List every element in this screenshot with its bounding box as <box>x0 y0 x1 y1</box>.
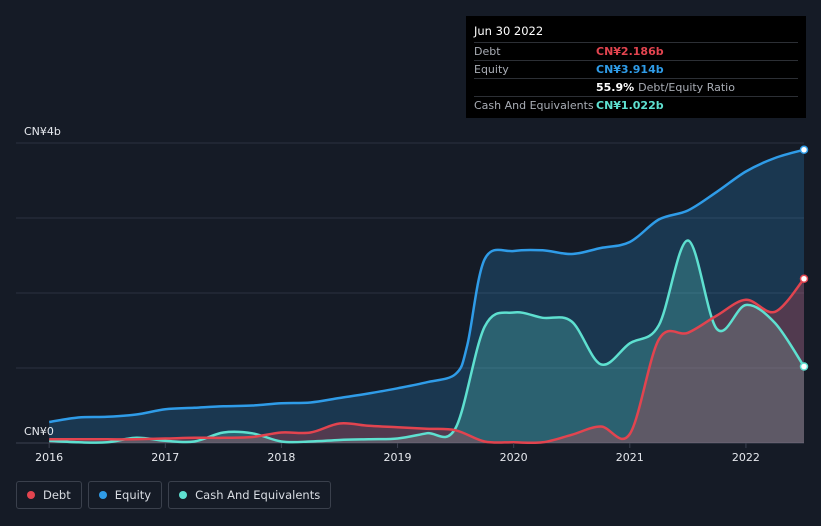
debt-line <box>49 277 805 445</box>
tooltip-row-debt: Debt CN¥2.186b <box>474 42 798 60</box>
cash-and-equivalents-line <box>49 239 806 444</box>
legend-label: Debt <box>43 488 71 502</box>
legend-item-equity[interactable]: Equity <box>87 481 163 509</box>
cash-and-equivalents-area <box>49 240 804 443</box>
tooltip-value: CN¥1.022b <box>596 99 664 112</box>
series-lines <box>49 148 806 445</box>
tooltip-value: 55.9% <box>596 81 635 94</box>
x-tick-label: 2016 <box>35 451 63 464</box>
y-axis-top-label: CN¥4b <box>24 125 61 138</box>
legend: Debt Equity Cash And Equivalents <box>16 481 332 511</box>
tooltip-value: CN¥3.914b <box>596 63 664 76</box>
tooltip-label: Equity <box>474 63 509 76</box>
tooltip-ratio-label: Debt/Equity Ratio <box>638 81 735 94</box>
debt-endpoint <box>799 274 809 283</box>
legend-label: Cash And Equivalents <box>195 488 321 502</box>
debt-area <box>49 278 804 443</box>
x-axis-ticks: 2016 2017 2018 2019 2020 2021 2022 <box>35 443 760 464</box>
legend-dot-icon <box>179 491 188 499</box>
legend-item-debt[interactable]: Debt <box>16 481 82 509</box>
legend-dot-icon <box>27 491 35 499</box>
x-tick-label: 2019 <box>384 451 412 464</box>
cash-and-equivalents-endpoint <box>799 362 809 371</box>
series-endpoints <box>799 145 809 371</box>
equity-endpoint <box>799 145 809 154</box>
x-tick-label: 2022 <box>732 451 760 464</box>
x-tick-label: 2021 <box>616 451 644 464</box>
legend-item-cash[interactable]: Cash And Equivalents <box>168 481 332 509</box>
grid-lines <box>16 142 804 444</box>
x-tick-label: 2020 <box>500 451 528 464</box>
equity-line <box>49 148 805 424</box>
y-axis-bottom-label: CN¥0 <box>24 425 54 438</box>
tooltip-panel: Jun 30 2022 Debt CN¥2.186b Equity CN¥3.9… <box>466 16 806 118</box>
tooltip-label: Debt <box>474 45 501 58</box>
tooltip-value: CN¥2.186b <box>596 45 664 58</box>
tooltip-label <box>474 79 596 96</box>
tooltip-date: Jun 30 2022 <box>474 24 544 38</box>
x-tick-label: 2018 <box>267 451 295 464</box>
legend-dot-icon <box>98 491 107 499</box>
tooltip-row-cash: Cash And Equivalents CN¥1.022b <box>474 96 798 114</box>
tooltip-row-ratio: 55.9% Debt/Equity Ratio <box>474 78 798 96</box>
equity-area <box>49 149 804 444</box>
tooltip-label: Cash And Equivalents <box>474 99 594 112</box>
tooltip-row-equity: Equity CN¥3.914b <box>474 60 798 78</box>
series-areas <box>49 149 804 444</box>
x-tick-label: 2017 <box>151 451 179 464</box>
legend-label: Equity <box>114 488 152 502</box>
